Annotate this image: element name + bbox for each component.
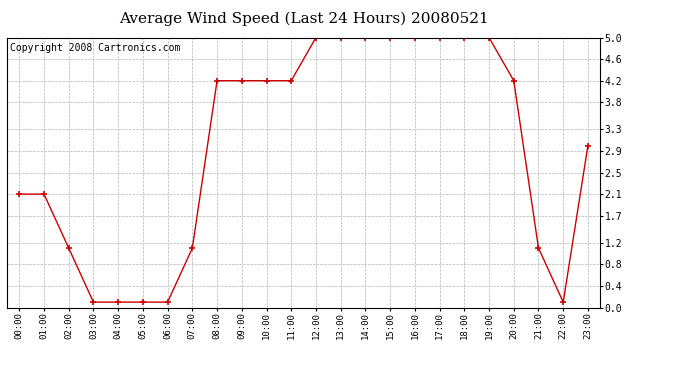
Text: Copyright 2008 Cartronics.com: Copyright 2008 Cartronics.com bbox=[10, 43, 180, 53]
Text: Average Wind Speed (Last 24 Hours) 20080521: Average Wind Speed (Last 24 Hours) 20080… bbox=[119, 11, 489, 26]
